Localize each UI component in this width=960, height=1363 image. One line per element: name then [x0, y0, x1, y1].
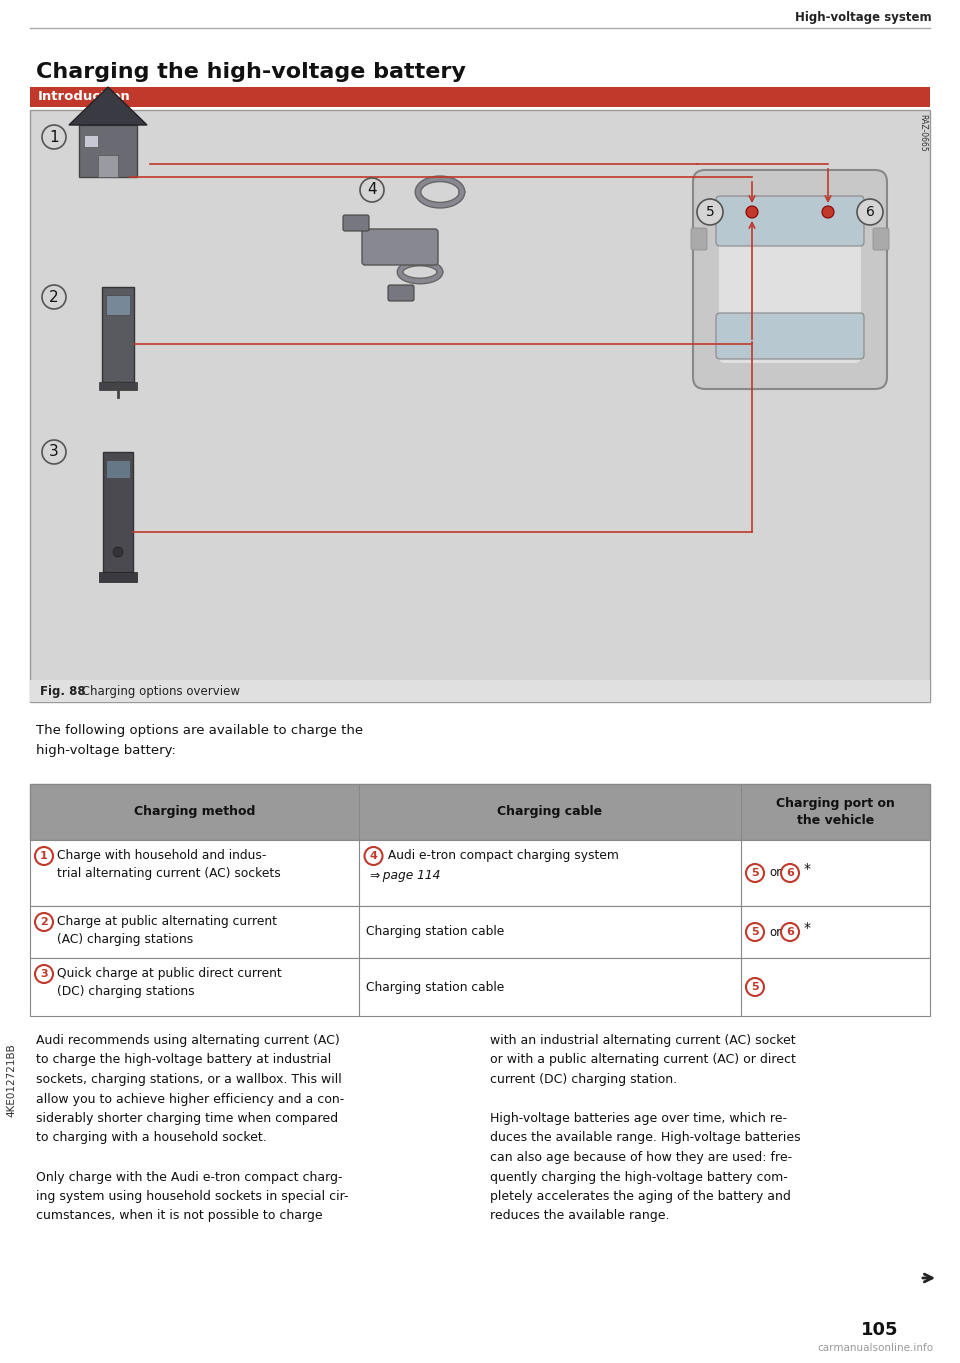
- Text: The following options are available to charge the
high-voltage battery:: The following options are available to c…: [36, 724, 363, 756]
- Text: 105: 105: [861, 1321, 899, 1338]
- Text: or: or: [769, 925, 781, 939]
- Text: Charging port on
the vehicle: Charging port on the vehicle: [776, 797, 895, 827]
- FancyBboxPatch shape: [103, 453, 133, 572]
- Text: 6: 6: [786, 868, 794, 878]
- Text: 3: 3: [49, 444, 59, 459]
- Circle shape: [42, 440, 66, 463]
- Text: Charge with household and indus-
trial alternating current (AC) sockets: Charge with household and indus- trial a…: [57, 849, 280, 880]
- Circle shape: [42, 125, 66, 149]
- Circle shape: [360, 179, 384, 202]
- Text: 5: 5: [751, 927, 758, 936]
- Text: 4: 4: [370, 851, 377, 861]
- Text: or: or: [769, 867, 781, 879]
- Text: Audi recommends using alternating current (AC)
to charge the high-voltage batter: Audi recommends using alternating curren…: [36, 1035, 348, 1223]
- Circle shape: [365, 846, 382, 866]
- FancyBboxPatch shape: [691, 228, 707, 249]
- Circle shape: [35, 965, 53, 983]
- FancyBboxPatch shape: [30, 87, 930, 108]
- Text: 2: 2: [49, 289, 59, 304]
- FancyBboxPatch shape: [84, 135, 98, 147]
- FancyBboxPatch shape: [30, 680, 930, 702]
- Text: 5: 5: [706, 204, 714, 219]
- FancyBboxPatch shape: [30, 110, 930, 702]
- Text: Charging cable: Charging cable: [497, 806, 602, 819]
- Circle shape: [746, 979, 764, 996]
- FancyBboxPatch shape: [716, 313, 864, 358]
- Text: 1: 1: [40, 851, 48, 861]
- Text: *: *: [804, 861, 811, 876]
- Text: Charging the high-voltage battery: Charging the high-voltage battery: [36, 61, 466, 82]
- Text: Introduction: Introduction: [38, 90, 131, 104]
- FancyBboxPatch shape: [30, 840, 930, 906]
- Polygon shape: [69, 87, 147, 125]
- FancyBboxPatch shape: [873, 228, 889, 249]
- FancyBboxPatch shape: [98, 155, 118, 177]
- Text: 4KE012721BB: 4KE012721BB: [6, 1043, 16, 1116]
- FancyBboxPatch shape: [99, 382, 137, 390]
- FancyBboxPatch shape: [716, 196, 864, 245]
- Text: *: *: [804, 921, 811, 935]
- Text: Charging method: Charging method: [133, 806, 255, 819]
- Text: 2: 2: [40, 917, 48, 927]
- Text: Fig. 88: Fig. 88: [40, 684, 85, 698]
- Circle shape: [35, 846, 53, 866]
- Text: Charge at public alternating current
(AC) charging stations: Charge at public alternating current (AC…: [57, 915, 277, 946]
- FancyBboxPatch shape: [30, 906, 930, 958]
- FancyBboxPatch shape: [719, 196, 861, 363]
- FancyBboxPatch shape: [106, 294, 130, 315]
- FancyBboxPatch shape: [693, 170, 887, 388]
- Text: 6: 6: [866, 204, 875, 219]
- Circle shape: [781, 923, 799, 940]
- Circle shape: [746, 864, 764, 882]
- FancyBboxPatch shape: [388, 285, 414, 301]
- Circle shape: [697, 199, 723, 225]
- Circle shape: [746, 923, 764, 940]
- Text: 6: 6: [786, 927, 794, 936]
- Circle shape: [857, 199, 883, 225]
- Text: carmanualsonline.info: carmanualsonline.info: [817, 1343, 933, 1353]
- Text: ⇒ page 114: ⇒ page 114: [371, 870, 441, 882]
- Circle shape: [35, 913, 53, 931]
- FancyBboxPatch shape: [30, 784, 930, 840]
- FancyBboxPatch shape: [79, 125, 137, 177]
- Text: 5: 5: [751, 868, 758, 878]
- Text: Quick charge at public direct current
(DC) charging stations: Quick charge at public direct current (D…: [57, 966, 281, 999]
- Text: 5: 5: [751, 981, 758, 992]
- FancyBboxPatch shape: [106, 459, 130, 478]
- FancyBboxPatch shape: [362, 229, 438, 264]
- Circle shape: [822, 206, 834, 218]
- Text: 3: 3: [40, 969, 48, 979]
- Circle shape: [42, 285, 66, 309]
- Text: High-voltage system: High-voltage system: [796, 11, 932, 25]
- Text: Charging station cable: Charging station cable: [367, 925, 505, 939]
- FancyBboxPatch shape: [102, 288, 134, 382]
- Text: 1: 1: [49, 129, 59, 144]
- FancyBboxPatch shape: [99, 572, 137, 582]
- FancyBboxPatch shape: [343, 215, 369, 230]
- Text: RAZ-0665: RAZ-0665: [918, 114, 927, 151]
- Text: Audi e-tron compact charging system: Audi e-tron compact charging system: [385, 849, 619, 861]
- Text: Charging options overview: Charging options overview: [78, 684, 240, 698]
- Text: 4: 4: [367, 183, 377, 198]
- Circle shape: [781, 864, 799, 882]
- FancyBboxPatch shape: [30, 958, 930, 1015]
- Text: with an industrial alternating current (AC) socket
or with a public alternating : with an industrial alternating current (…: [490, 1035, 801, 1223]
- Text: Charging station cable: Charging station cable: [367, 980, 505, 994]
- Circle shape: [113, 547, 123, 557]
- Circle shape: [746, 206, 758, 218]
